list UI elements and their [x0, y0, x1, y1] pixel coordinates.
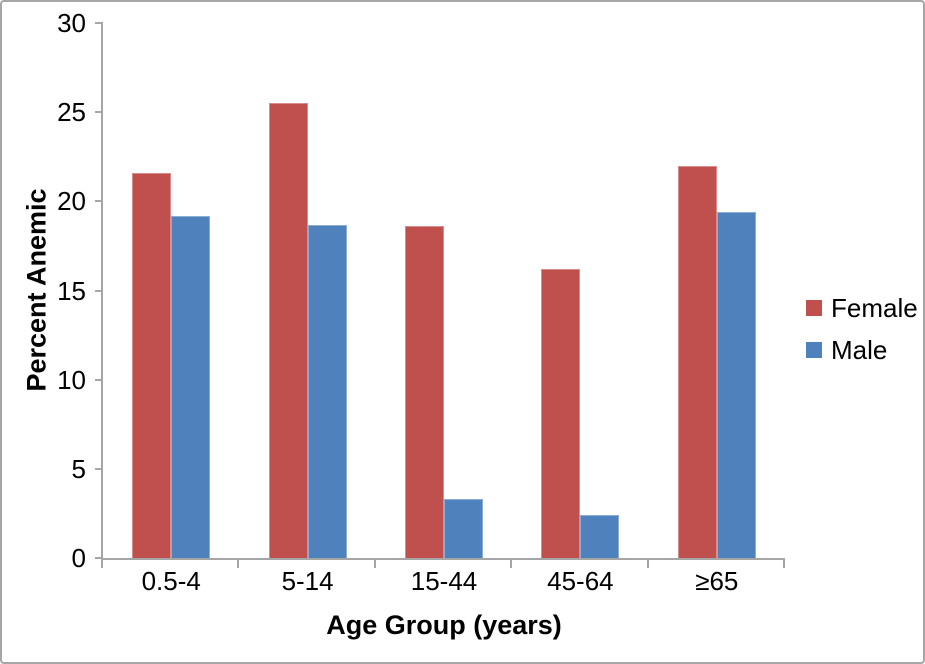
legend-label-male: Male [831, 335, 888, 365]
male-swatch [806, 342, 822, 358]
bar-male-0.5-4 [171, 215, 211, 558]
y-tick-mark [95, 22, 103, 24]
x-tick-mark [510, 558, 513, 568]
bar-male-45-64 [580, 515, 620, 558]
x-tick-mark [783, 558, 785, 568]
y-tick-label: 10 [57, 364, 86, 395]
y-tick-mark [95, 378, 103, 381]
bar-female-5-14 [268, 103, 308, 558]
y-tick-label: 5 [71, 453, 86, 484]
y-tick-mark [95, 111, 103, 114]
x-tick-mark [101, 558, 103, 568]
bar-female-45-64 [541, 269, 581, 558]
y-tick-mark [95, 467, 103, 470]
legend: Female Male [806, 293, 918, 377]
x-axis-line [101, 558, 785, 560]
bar-female-0.5-4 [132, 172, 172, 558]
x-tick-label: 5-14 [281, 566, 334, 596]
bar-male-15-44 [444, 499, 483, 558]
x-axis-title: Age Group (years) [326, 610, 562, 640]
x-tick-mark [237, 558, 240, 568]
bar-male-≥65 [716, 212, 756, 558]
bar-male-5-14 [307, 224, 347, 558]
legend-item-male: Male [806, 335, 918, 365]
y-tick-mark [95, 557, 103, 559]
female-swatch [806, 300, 822, 316]
legend-label-female: Female [831, 293, 918, 323]
y-tick-label: 20 [57, 186, 86, 217]
x-tick-label: 15-44 [410, 566, 478, 596]
y-tick-label: 15 [57, 275, 86, 306]
y-tick-label: 25 [57, 97, 86, 128]
y-tick-label: 30 [57, 8, 86, 38]
y-tick-mark [95, 200, 103, 203]
x-tick-label: 45-64 [547, 566, 614, 596]
legend-item-female: Female [806, 293, 918, 323]
y-tick-mark [95, 289, 103, 292]
x-tick-label: ≥65 [695, 566, 739, 596]
y-axis-line [101, 23, 103, 560]
x-tick-label: 0.5-4 [141, 566, 201, 596]
bar-female-15-44 [405, 226, 444, 558]
x-tick-mark [646, 558, 649, 568]
x-tick-mark [373, 558, 376, 568]
y-tick-label: 0 [71, 543, 86, 573]
bar-female-≥65 [677, 165, 717, 558]
